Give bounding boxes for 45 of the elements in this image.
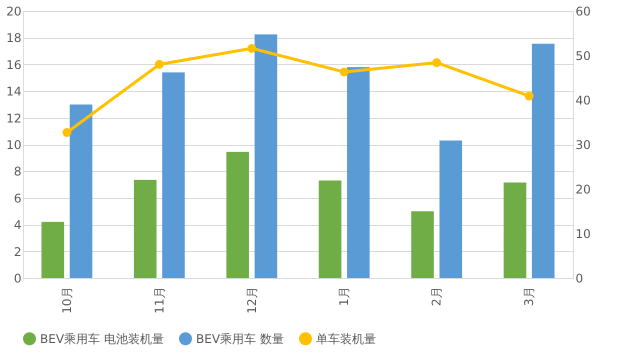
x-tick-label: 3月 (522, 286, 536, 306)
x-tick-label: 10月 (60, 286, 74, 314)
legend-label: 单车装机量 (316, 332, 376, 346)
x-tick-label: 2月 (430, 286, 444, 306)
point (154, 60, 164, 69)
y2-tick-label: 10 (576, 227, 591, 241)
y2-tick-label: 20 (576, 182, 591, 196)
y-tick-label: 4 (14, 218, 22, 232)
point (524, 92, 534, 100)
y2-tick-label: 60 (576, 4, 591, 18)
y-tick-label: 2 (14, 244, 22, 259)
point (247, 44, 256, 53)
x-tick-label: 11月 (152, 286, 166, 314)
bar (226, 152, 249, 278)
bar (41, 222, 64, 278)
y-tick-label: 12 (6, 111, 22, 126)
bar (439, 140, 462, 278)
y-tick-label: 20 (6, 4, 22, 18)
x-tick-label: 1月 (337, 286, 352, 306)
y-tick-label: 18 (6, 31, 22, 46)
y2-tick-label: 40 (576, 94, 591, 108)
y-tick-label: 6 (14, 191, 22, 206)
y-tick-label: 14 (6, 84, 22, 99)
point (340, 68, 349, 76)
bar (134, 180, 157, 278)
bar (318, 180, 342, 278)
x-tick-label: 12月 (244, 286, 259, 314)
bar (411, 211, 434, 278)
bar (254, 34, 278, 278)
bar (504, 182, 526, 278)
y-tick-label: 16 (6, 58, 22, 72)
point (62, 128, 72, 137)
point (432, 58, 442, 68)
y2-tick-label: 30 (576, 138, 591, 152)
bar (70, 104, 92, 278)
y2-tick-label: 50 (576, 49, 591, 63)
y-tick-label: 10 (6, 138, 22, 152)
y-tick-label: 0 (14, 272, 22, 286)
y2-tick-label: 0 (576, 272, 584, 286)
bar (162, 72, 185, 278)
legend-label: BEV乘用车 电池装机量 (40, 332, 164, 346)
legend-label: BEV乘用车 数量 (196, 332, 284, 346)
bar (347, 67, 370, 278)
y-tick-label: 8 (14, 164, 22, 179)
bar (532, 44, 555, 278)
